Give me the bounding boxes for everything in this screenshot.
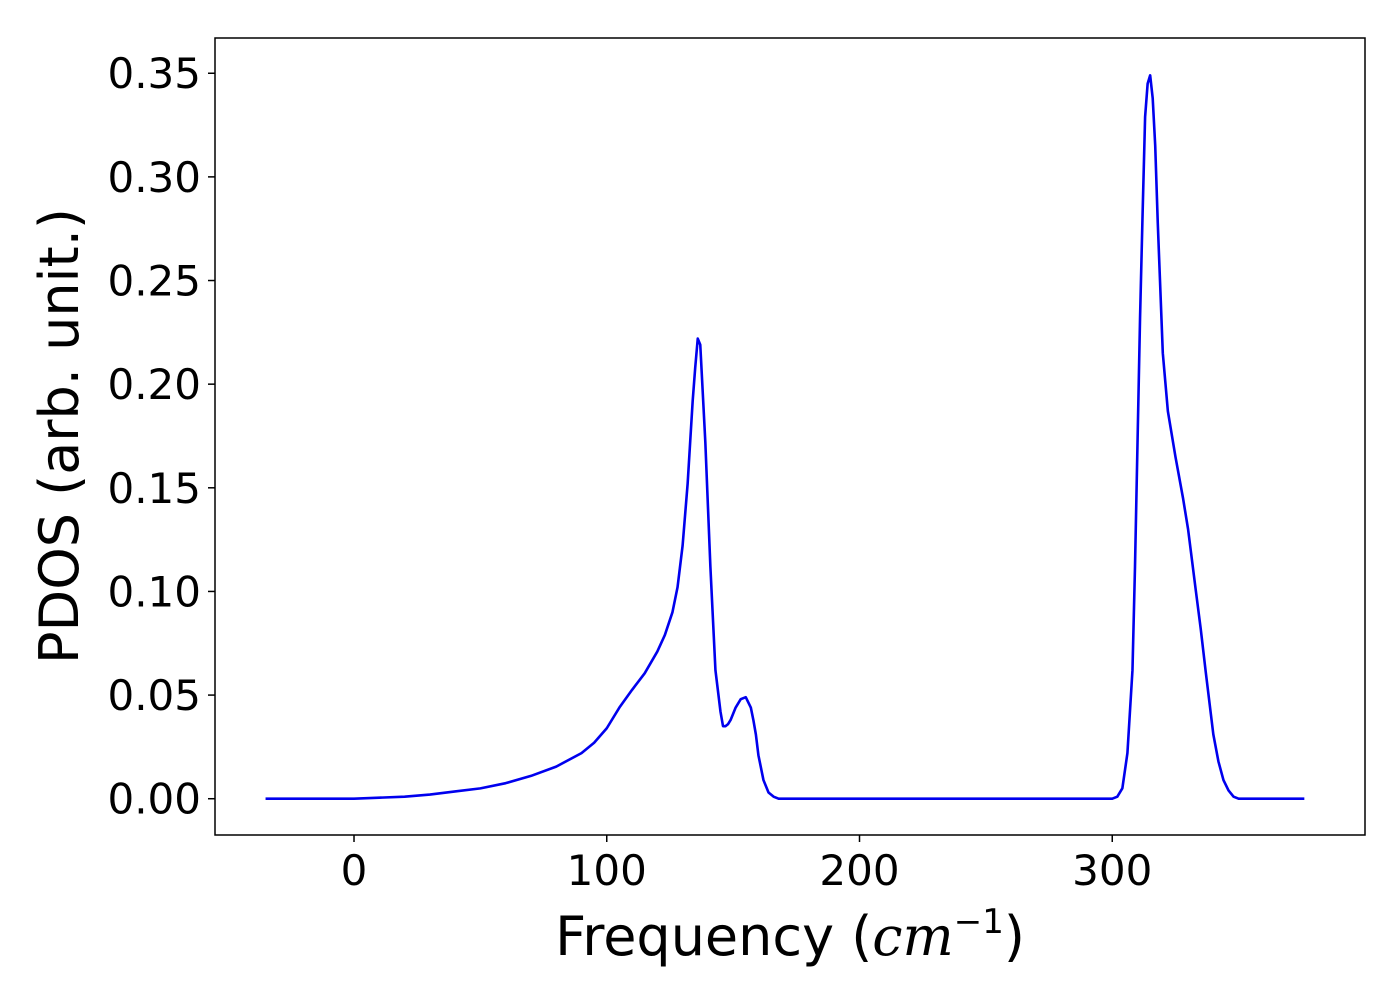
y-axis: 0.00 0.05 0.10 0.15 0.20 0.25 0.30 0.35 <box>107 49 215 824</box>
y-tick-label: 0.10 <box>107 567 201 616</box>
x-tick-label: 300 <box>1072 846 1152 895</box>
y-tick-label: 0.35 <box>107 49 201 98</box>
pdos-series-line-0 <box>265 74 1305 801</box>
x-tick-label: 0 <box>341 846 368 895</box>
plot-frame <box>214 37 1366 836</box>
y-tick-label: 0.30 <box>107 153 201 202</box>
series-layer <box>265 74 1305 801</box>
x-tick-label: 200 <box>819 846 899 895</box>
plot-area <box>215 38 1365 835</box>
y-tick-label: 0.15 <box>107 464 201 513</box>
x-tick-label: 100 <box>567 846 647 895</box>
x-axis-label-unit: cm <box>872 905 953 968</box>
x-axis-label-close: ) <box>1004 905 1025 968</box>
x-axis: 0 100 200 300 <box>341 835 1152 895</box>
x-axis-label: Frequency (cm−1) <box>555 902 1025 968</box>
x-axis-label-text: Frequency ( <box>555 905 872 968</box>
y-axis-label: PDOS (arb. unit.) <box>28 208 91 664</box>
y-tick-label: 0.00 <box>107 775 201 824</box>
y-tick-label: 0.05 <box>107 671 201 720</box>
y-tick-label: 0.20 <box>107 360 201 409</box>
y-tick-label: 0.25 <box>107 257 201 306</box>
x-axis-label-exponent: −1 <box>954 902 1004 942</box>
